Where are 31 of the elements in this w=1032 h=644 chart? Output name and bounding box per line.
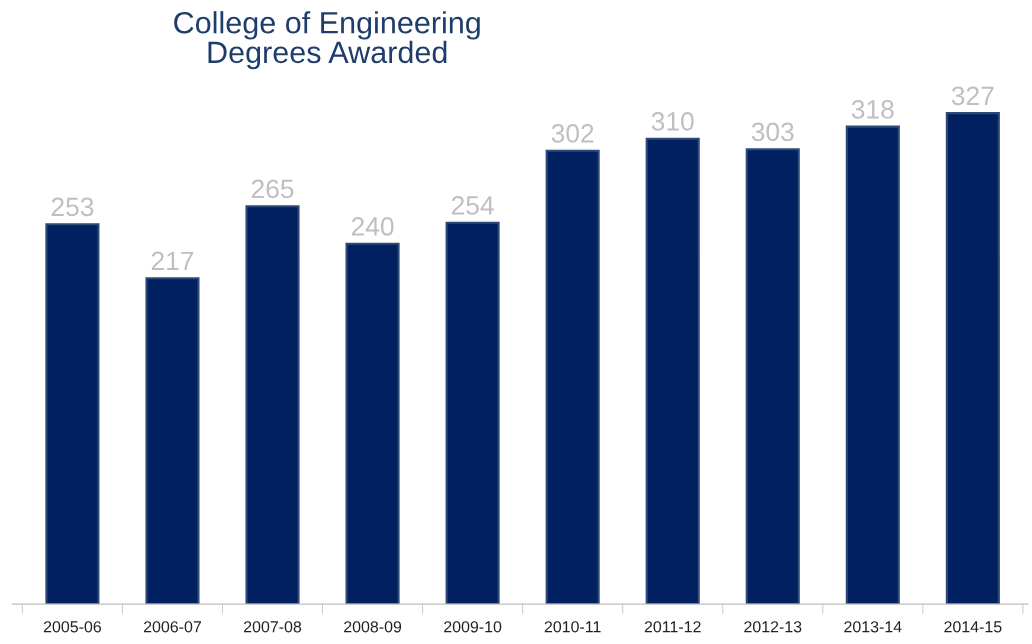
x-tick-label: 2013-14 [844,621,902,633]
data-label: 302 [551,124,594,143]
data-label: 254 [451,196,494,215]
bar [545,149,600,605]
x-tick-label: 2007-08 [244,621,302,633]
bar [745,148,800,605]
data-label: 327 [951,86,994,106]
x-tick-label: 2005-06 [43,621,102,633]
bar [645,137,700,605]
x-tick-label: 2009-10 [444,621,502,633]
x-tick-label: 2011-12 [644,621,701,633]
chart-title: College of Engineering Degrees Awarded [174,11,480,70]
x-tick-label: 2008-09 [344,621,402,633]
bar [945,112,1000,605]
bar [45,223,100,605]
data-label: 217 [151,251,194,271]
data-label: 265 [251,179,294,199]
data-label: 240 [351,217,394,236]
bar [145,277,200,605]
x-tick-label: 2014-15 [944,621,1002,633]
bar [245,205,300,605]
data-label: 303 [751,122,794,142]
bar [345,242,400,605]
data-label: 310 [651,112,694,131]
x-tick-label: 2006-07 [143,621,201,633]
x-tick-label: 2012-13 [744,621,802,633]
bar [445,221,500,605]
x-tick-label: 2010-11 [544,621,601,633]
bar [845,125,900,605]
data-label: 253 [51,197,94,217]
data-label: 318 [851,99,894,119]
